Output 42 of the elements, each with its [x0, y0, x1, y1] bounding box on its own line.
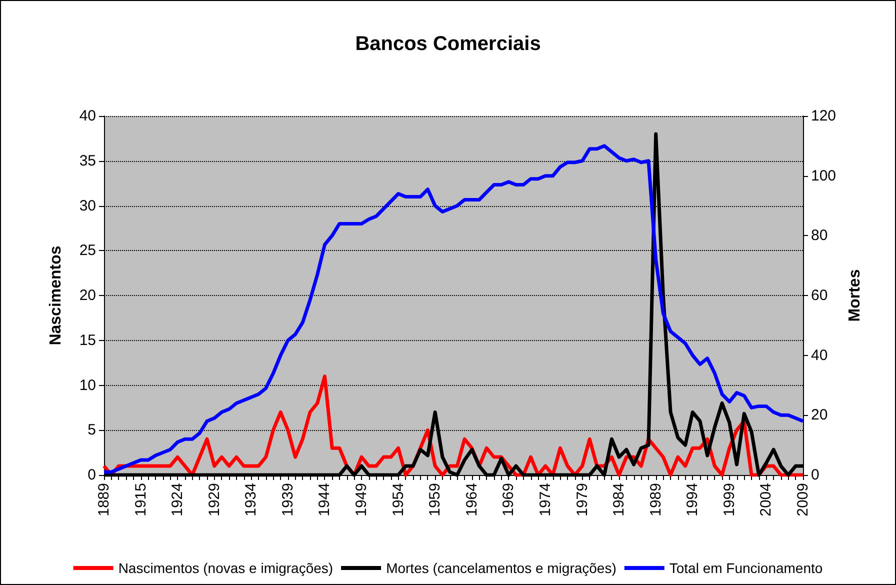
- y2-tick-label: 60: [811, 287, 828, 304]
- y2-tick-label: 20: [811, 406, 828, 424]
- y-tick-label: 15: [79, 332, 96, 349]
- y2-tick-label: 100: [811, 167, 836, 184]
- x-tick-label: 1984: [610, 483, 628, 516]
- x-tick-label: 1979: [574, 483, 591, 516]
- x-tick-label: 1954: [390, 483, 407, 516]
- chart-title: Bancos Comerciais: [355, 33, 541, 55]
- legend-label: Total em Funcionamento: [669, 560, 823, 576]
- y-tick-label: 25: [79, 242, 96, 260]
- x-tick-label: 1969: [500, 483, 518, 516]
- x-tick-label: 1934: [242, 483, 260, 516]
- x-tick-label: 1944: [316, 483, 334, 516]
- y2-tick-label: 120: [811, 108, 836, 124]
- x-tick-label: 1949: [353, 483, 370, 516]
- x-tick-label: 1999: [720, 483, 738, 516]
- y2-tick-label: 80: [811, 227, 828, 244]
- y-axis-title: Nascimentos: [48, 246, 64, 346]
- x-tick-label: 1989: [647, 483, 664, 516]
- y2-axis-title: Mortes: [846, 269, 864, 322]
- x-tick-label: 1929: [206, 483, 223, 516]
- x-tick-label: 1974: [536, 483, 554, 516]
- y-tick-label: 10: [79, 376, 96, 394]
- x-tick-label: 1959: [426, 483, 444, 516]
- x-tick-label: 2009: [794, 483, 812, 516]
- x-tick-label: 1889: [96, 483, 112, 516]
- legend-label: Nascimentos (novas e imigrações): [118, 560, 334, 576]
- y-tick-label: 20: [79, 287, 96, 304]
- x-tick-label: 1915: [132, 483, 150, 516]
- y2-tick-label: 0: [811, 466, 820, 484]
- y-tick-label: 30: [79, 197, 96, 214]
- x-tick-label: 1964: [463, 483, 480, 516]
- y-tick-label: 35: [79, 152, 96, 170]
- x-tick-label: 1924: [169, 483, 186, 516]
- y2-tick-label: 40: [811, 346, 828, 364]
- y-tick-label: 40: [79, 108, 96, 124]
- x-tick-label: 1994: [684, 483, 702, 516]
- x-tick-label: 2004: [758, 483, 775, 516]
- y-tick-label: 5: [88, 422, 96, 439]
- legend-label: Mortes (cancelamentos e migrações): [386, 560, 616, 576]
- x-tick-label: 1939: [279, 483, 296, 516]
- y-tick-label: 0: [88, 466, 96, 484]
